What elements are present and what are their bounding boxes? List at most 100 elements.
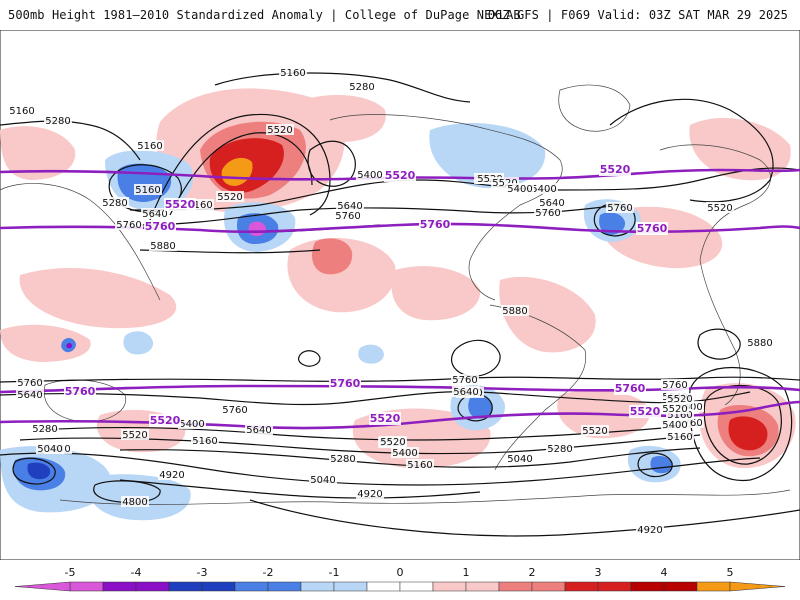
contour-label: 5400 bbox=[507, 184, 532, 195]
contour-label-bg bbox=[141, 208, 169, 219]
contour-label: 5160 bbox=[667, 432, 692, 443]
contour-label: 5520 bbox=[662, 404, 687, 415]
contour-label: 5160 bbox=[192, 436, 217, 447]
coast-north-america bbox=[329, 114, 563, 301]
contour-label-bg bbox=[8, 105, 36, 116]
contour-label-bg bbox=[356, 488, 384, 499]
colorbar-segment bbox=[267, 581, 302, 592]
contour-sio-loop-1 bbox=[688, 366, 793, 482]
contour-label-bg bbox=[16, 377, 44, 388]
colorbar: -5 -4 -3 -2 -1 0 1 2 3 4 5 bbox=[14, 566, 786, 592]
contour-label-bg bbox=[266, 124, 294, 135]
contour-label: 4920 bbox=[357, 489, 382, 500]
colorbar-tick-label: 1 bbox=[463, 566, 470, 579]
colorbar-segment bbox=[168, 581, 203, 592]
highlight-label-bg bbox=[599, 163, 631, 176]
contour-label-bg bbox=[36, 443, 64, 454]
contour-label: 5640 bbox=[337, 201, 362, 212]
contour-label: 5280 bbox=[45, 116, 70, 127]
contour-label: 5760 bbox=[607, 203, 632, 214]
contour-label: 5160 bbox=[135, 185, 160, 196]
highlight-label-bg bbox=[384, 169, 416, 182]
contour-5040-sh bbox=[0, 452, 761, 486]
anomaly-pos-sa bbox=[499, 276, 596, 353]
contour-label: 5760 bbox=[335, 211, 360, 222]
contour-label: 5640 bbox=[142, 209, 167, 220]
contour-label-bg bbox=[706, 202, 734, 213]
contour-5880-tropic-1 bbox=[451, 339, 501, 377]
contour-label-bg bbox=[676, 417, 704, 428]
highlight-label-bg bbox=[629, 405, 661, 418]
contour-label: 5760 bbox=[116, 220, 141, 231]
contour-label-bg bbox=[44, 115, 72, 126]
coast-greenland bbox=[558, 84, 631, 132]
contour-4920-pole bbox=[249, 499, 800, 537]
contour-label-bg bbox=[279, 67, 307, 78]
contour-label-bg bbox=[101, 197, 129, 208]
contour-label-bg bbox=[661, 379, 689, 390]
contour-label: 5040 bbox=[507, 454, 532, 465]
contour-label: 5520 bbox=[492, 178, 517, 189]
header: 500mb Height 1981–2010 Standardized Anom… bbox=[0, 0, 800, 30]
contour-5880-tropic-3 bbox=[697, 328, 741, 360]
colorbar-segment bbox=[300, 581, 335, 592]
contour-label: 5280 bbox=[32, 424, 57, 435]
contour-label-bg bbox=[336, 200, 364, 211]
contour-label: 5520 bbox=[477, 174, 502, 185]
contour-label: 5760 bbox=[535, 208, 560, 219]
contour-label-bg bbox=[451, 374, 479, 385]
contour-label-bg bbox=[334, 210, 362, 221]
contour-label-bg bbox=[406, 459, 434, 470]
contour-label-bg bbox=[491, 177, 519, 188]
contour-label: 5400 bbox=[662, 420, 687, 431]
contour-label: 5400 bbox=[357, 170, 382, 181]
contour-label-bg bbox=[661, 419, 689, 430]
highlight-label: 5520 bbox=[150, 414, 181, 427]
contour-label-bg bbox=[452, 386, 480, 397]
highlight-labels: 5520 5760 5520 5760 5520 5760 5760 5760 5760 5520… bbox=[64, 163, 668, 427]
contour-label-bg bbox=[666, 409, 694, 420]
contour-pacific-ridge-2 bbox=[169, 132, 313, 216]
contour-label: 5040 bbox=[37, 444, 62, 455]
contour-label: 5640 bbox=[17, 390, 42, 401]
colorbar-segment bbox=[69, 581, 104, 592]
anomaly-neg-atlantic-2 bbox=[599, 212, 626, 235]
contour-label-bg bbox=[534, 207, 562, 218]
contour-label: 5760 bbox=[17, 378, 42, 389]
colorbar-segment bbox=[366, 581, 401, 592]
anomaly-pos-cpac-2 bbox=[312, 238, 353, 275]
contour-label: 5040 bbox=[310, 475, 335, 486]
contour-label-bg bbox=[136, 140, 164, 151]
colorbar-segment bbox=[597, 581, 632, 592]
colorbar-min-arrow bbox=[14, 581, 71, 592]
contour-label-bg bbox=[356, 169, 384, 180]
contour-label-bg bbox=[538, 197, 566, 208]
colorbar-tick-label: 2 bbox=[529, 566, 536, 579]
anomaly-pos-tropics-2 bbox=[391, 266, 481, 321]
highlight-label: 5520 bbox=[370, 412, 401, 425]
colorbar-segment bbox=[696, 581, 731, 592]
contour-label: 5160 bbox=[280, 68, 305, 79]
highlight-label: 5760 bbox=[330, 377, 361, 390]
colorbar-segment bbox=[630, 581, 665, 592]
contour-label: 5400 bbox=[677, 402, 702, 413]
contour-label-bg bbox=[348, 81, 376, 92]
contour-label: 5880 bbox=[502, 306, 527, 317]
contour-label: 5160 bbox=[137, 141, 162, 152]
colorbar-segment bbox=[564, 581, 599, 592]
contour-label-bg bbox=[178, 418, 206, 429]
highlight-label: 5760 bbox=[65, 385, 96, 398]
contour-sw-low bbox=[12, 457, 56, 485]
contour-label-bg bbox=[31, 423, 59, 434]
contour-label: 5280 bbox=[547, 444, 572, 455]
highlight-label: 5760 bbox=[145, 220, 176, 233]
colorbar-segment bbox=[399, 581, 434, 592]
contour-label-bg bbox=[530, 183, 558, 194]
colorbar-tick-label: 4 bbox=[661, 566, 668, 579]
contour-label-bg bbox=[666, 431, 694, 442]
contour-label-bg bbox=[746, 337, 774, 348]
contour-label: 5760 bbox=[222, 405, 247, 416]
contour-label: 5520 bbox=[267, 125, 292, 136]
contour-europe-loop bbox=[609, 98, 774, 203]
highlight-label-bg bbox=[419, 218, 451, 231]
